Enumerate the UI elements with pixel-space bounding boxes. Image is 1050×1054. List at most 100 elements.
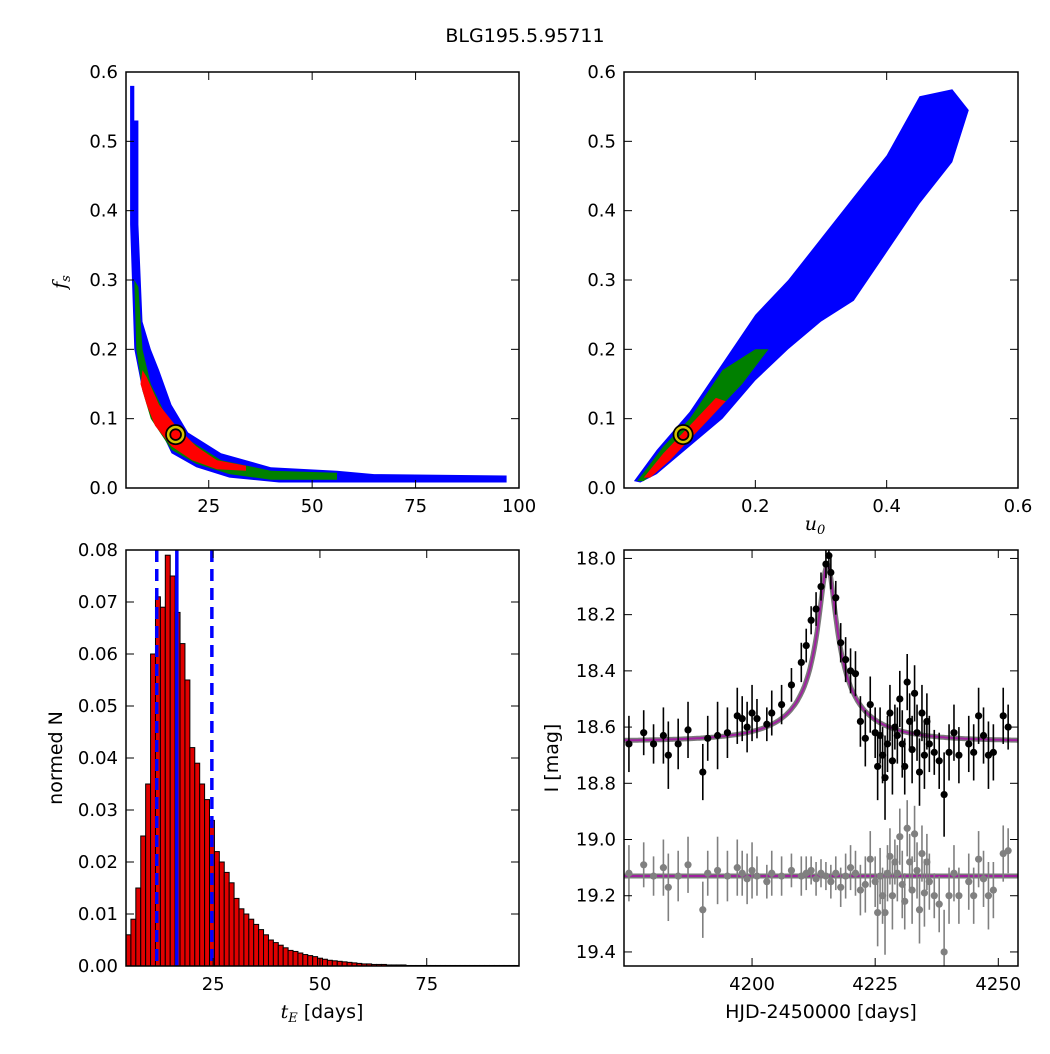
- y-tick-label: 0.4: [89, 201, 118, 222]
- data-point: [674, 740, 682, 748]
- residual-point: [649, 872, 658, 880]
- region-1-sigma: [140, 370, 246, 471]
- data-point: [1004, 723, 1012, 731]
- residual-point: [822, 872, 830, 880]
- data-point: [723, 729, 732, 737]
- y-axis-label-mag: I [mag]: [541, 724, 563, 793]
- y-tick-label: 0.5: [89, 131, 118, 152]
- residual-point: [950, 869, 958, 877]
- x-axis-label-tE: tE [days]: [281, 1001, 364, 1026]
- data-point: [684, 726, 692, 734]
- residual-point: [837, 883, 845, 891]
- data-point: [979, 731, 988, 740]
- residual-point: [753, 872, 761, 880]
- residual-point: [975, 855, 983, 863]
- residual-point: [903, 824, 911, 832]
- data-point: [925, 740, 933, 748]
- data-point: [935, 757, 943, 765]
- residual-point: [940, 948, 948, 956]
- data-point: [989, 748, 997, 756]
- x-tick-label: 4250: [975, 974, 1021, 995]
- residual-point: [896, 833, 904, 841]
- x-tick-label: 0.6: [1004, 496, 1033, 517]
- histogram-bar: [189, 747, 196, 967]
- histogram-bar: [248, 918, 255, 967]
- region-3-sigma: [633, 89, 969, 483]
- x-tick-label: 75: [415, 974, 438, 995]
- y-tick-label: 0.00: [78, 956, 118, 977]
- residual-point: [965, 878, 973, 886]
- histogram-bar: [150, 653, 156, 967]
- y-tick-label: 0.3: [89, 270, 118, 291]
- data-point: [930, 748, 938, 756]
- data-point: [787, 681, 796, 689]
- y-tick-label: 0.3: [587, 270, 616, 291]
- histogram-bar: [312, 956, 319, 967]
- y-tick-label: 19.2: [576, 886, 616, 907]
- data-point: [778, 700, 786, 709]
- data-point: [640, 729, 648, 737]
- data-point: [748, 709, 756, 717]
- histogram-bar: [287, 949, 294, 967]
- y-tick-label: 0.05: [78, 696, 118, 717]
- histogram-bar: [145, 783, 152, 967]
- histogram-bar: [159, 606, 166, 967]
- residual-point: [913, 866, 921, 875]
- residual-point: [984, 892, 993, 900]
- y-tick-label: 0.5: [587, 131, 616, 152]
- histogram-bar: [331, 960, 338, 967]
- data-point: [970, 748, 978, 756]
- x-tick-label: 50: [308, 974, 331, 995]
- x-tick-label: 0.2: [741, 496, 770, 517]
- x-tick-label: 100: [502, 496, 536, 517]
- residual-point: [970, 892, 978, 900]
- y-tick-label: 0.03: [78, 800, 118, 821]
- histogram-bar: [263, 934, 269, 967]
- x-tick-label: 0.4: [872, 496, 901, 517]
- data-point: [768, 709, 776, 717]
- residual-point: [713, 866, 722, 875]
- residual-point: [778, 872, 786, 880]
- histogram-bar: [130, 918, 137, 967]
- residual-point: [856, 886, 865, 894]
- residual-point: [674, 872, 682, 880]
- model-curve: [624, 564, 1018, 742]
- residual-point: [812, 875, 820, 883]
- histogram-bar: [272, 942, 279, 967]
- data-point: [822, 560, 830, 568]
- histogram-bar: [218, 861, 225, 967]
- best-fit-marker: [166, 425, 185, 444]
- data-point: [827, 568, 835, 577]
- residual-point: [851, 869, 860, 877]
- data-point: [659, 731, 668, 740]
- residual-point: [874, 908, 882, 917]
- data-point: [842, 656, 850, 664]
- data-point: [955, 751, 963, 759]
- data-point: [874, 762, 882, 771]
- histogram-bar: [199, 783, 206, 967]
- histogram-bar: [253, 923, 260, 967]
- y-tick-label: 0.02: [78, 852, 118, 873]
- histogram-bar: [302, 954, 309, 967]
- residual-point: [893, 869, 901, 877]
- data-point: [812, 605, 820, 613]
- plot-frame: [623, 549, 1019, 967]
- data-point: [886, 709, 894, 717]
- data-point: [832, 594, 840, 602]
- residual-point: [768, 869, 776, 877]
- histogram-bar: [184, 679, 191, 967]
- data-point: [893, 731, 901, 740]
- data-point: [999, 712, 1007, 720]
- panel-fs-vs-tE: 25 50 75 100 0.0 0.1 0.2 0.3 0.4 0.5 0.6 fs: [49, 62, 536, 517]
- residual-point: [846, 864, 855, 872]
- y-tick-label: 0.2: [89, 339, 118, 360]
- residual-point: [733, 864, 741, 872]
- y-tick-label: 0.4: [587, 201, 616, 222]
- histogram-bar: [277, 944, 284, 967]
- residual-point: [908, 886, 916, 894]
- data-point: [918, 709, 926, 717]
- residual-point: [955, 892, 963, 900]
- data-point: [945, 748, 953, 756]
- histogram-bar: [213, 851, 220, 967]
